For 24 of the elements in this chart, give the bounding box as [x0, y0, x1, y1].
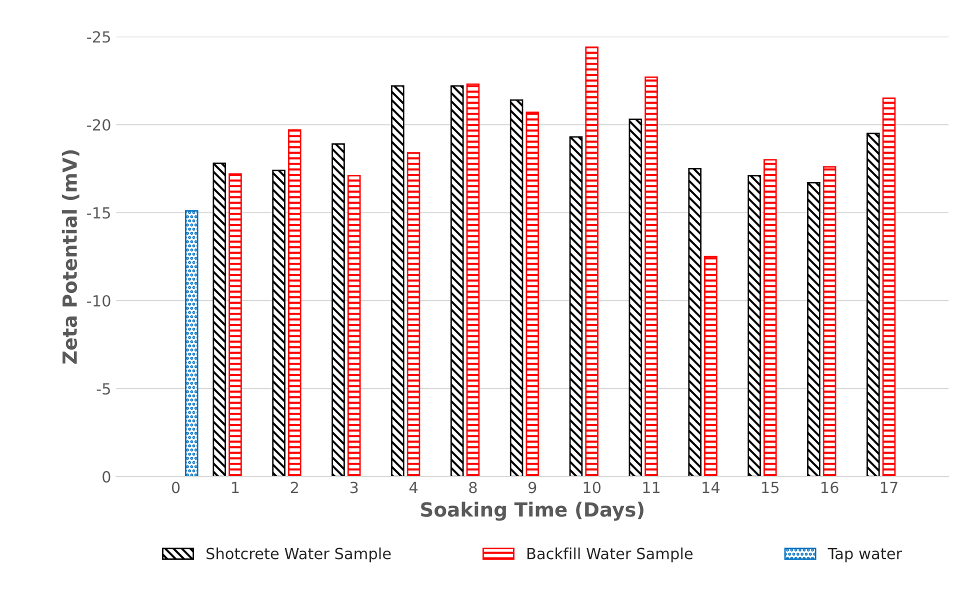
legend-label: Backfill Water Sample [527, 548, 693, 562]
x-tick-label: 4 [409, 482, 418, 494]
x-tick-label: 10 [584, 482, 601, 494]
y-tick-label: -15 [87, 207, 110, 219]
x-tick-label: 8 [469, 482, 477, 494]
legend-label: Shotcrete Water Sample [206, 548, 391, 562]
x-tick-label: 9 [528, 482, 536, 494]
x-tick-label: 16 [822, 482, 838, 494]
x-tick-label: 11 [643, 482, 660, 494]
legend-label: Tap water [828, 548, 902, 562]
x-tick-label: 3 [350, 482, 358, 494]
x-tick-label: 1 [232, 482, 239, 494]
y-tick-label: -20 [87, 119, 110, 131]
x-tick-label: 2 [290, 482, 298, 494]
y-tick-label: -25 [87, 31, 110, 43]
y-tick-label: -5 [96, 383, 110, 395]
x-tick-label: 15 [762, 482, 779, 494]
x-tick-label: 0 [172, 482, 180, 494]
y-tick-label: 0 [102, 471, 110, 483]
x-axis-title: Soaking Time (Days) [421, 502, 644, 521]
y-tick-label: -10 [87, 295, 110, 307]
x-tick-label: 14 [702, 482, 720, 494]
y-axis-title: Zeta Potential (mV) [62, 150, 80, 364]
x-tick-label: 17 [880, 482, 898, 494]
